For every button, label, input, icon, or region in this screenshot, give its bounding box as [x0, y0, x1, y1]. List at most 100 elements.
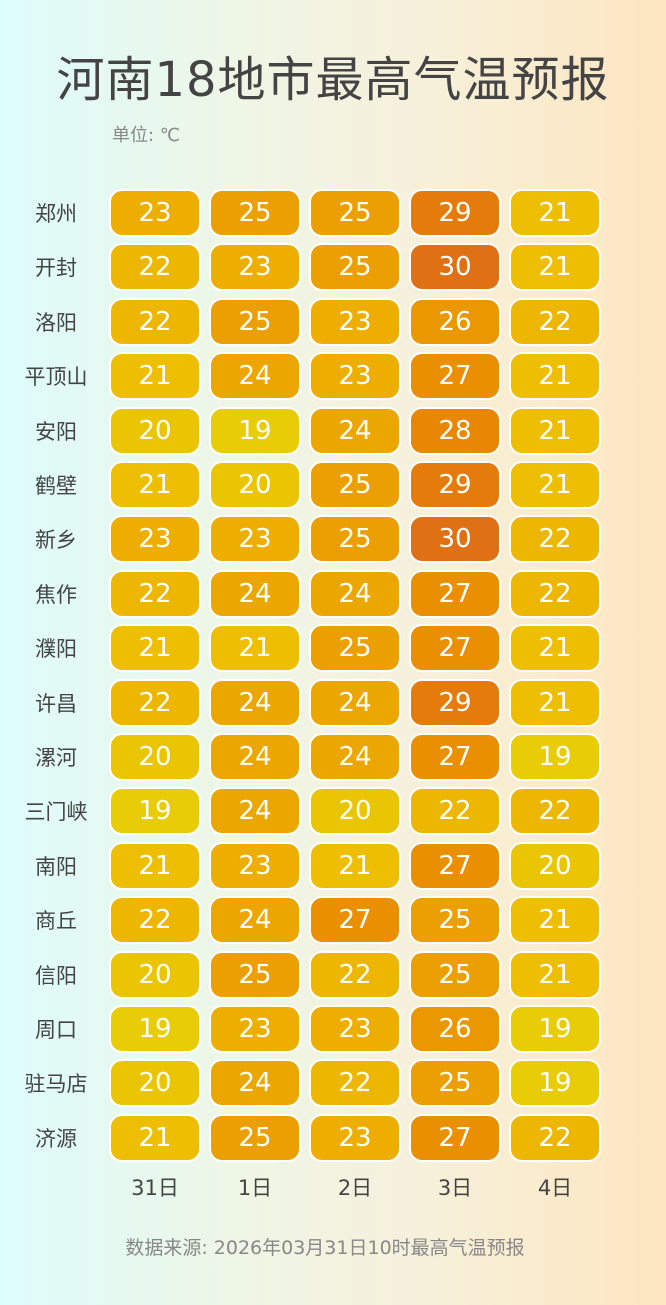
heatmap-cell: 19	[509, 733, 601, 781]
row-label: 洛阳	[35, 310, 77, 335]
heatmap-cell: 23	[309, 1113, 401, 1162]
heatmap-cell: 27	[409, 352, 501, 401]
heatmap-cell: 21	[509, 243, 601, 292]
heatmap-cell: 24	[309, 733, 401, 781]
heatmap-cell: 29	[409, 461, 501, 509]
column-label: 4日	[537, 1176, 573, 1200]
heatmap-cell: 20	[309, 787, 401, 836]
column-label: 1日	[237, 1176, 273, 1200]
data-source: 数据来源: 2026年03月31日10时最高气温预报	[125, 1237, 525, 1259]
heatmap-cell: 20	[109, 950, 201, 999]
heatmap-cell: 27	[409, 624, 501, 673]
heatmap-cell: 21	[509, 678, 601, 727]
heatmap-cell: 21	[109, 352, 201, 401]
heatmap-cell: 21	[309, 841, 401, 890]
column-label: 31日	[131, 1176, 179, 1200]
heatmap-cell: 21	[109, 461, 201, 509]
heatmap-cell: 22	[509, 787, 601, 836]
heatmap-cell: 19	[209, 406, 301, 455]
row-label: 焦作	[35, 582, 77, 607]
row-label: 南阳	[35, 854, 77, 879]
row-label: 安阳	[35, 419, 77, 444]
heatmap-cell: 27	[409, 733, 501, 781]
heatmap-cell: 22	[309, 1059, 401, 1108]
heatmap-cell: 22	[109, 896, 201, 945]
heatmap-cell: 23	[109, 189, 201, 237]
row-label: 许昌	[35, 691, 77, 716]
heatmap-cell: 24	[209, 569, 301, 618]
heatmap-cell: 21	[509, 406, 601, 455]
heatmap-cell: 20	[209, 461, 301, 509]
heatmap-cell: 27	[409, 841, 501, 890]
row-label: 开封	[35, 256, 77, 281]
heatmap-cell: 29	[409, 678, 501, 727]
heatmap-cell: 22	[309, 950, 401, 999]
chart-title: 河南18地市最高气温预报	[56, 52, 610, 108]
heatmap-cell: 20	[109, 406, 201, 455]
heatmap-cell: 19	[509, 1059, 601, 1108]
heatmap-cell: 27	[309, 896, 401, 945]
heatmap-cell: 25	[409, 1059, 501, 1108]
heatmap-cell: 23	[209, 515, 301, 564]
heatmap-cell: 25	[309, 189, 401, 237]
row-label: 濮阳	[35, 637, 77, 662]
heatmap-cell: 22	[509, 297, 601, 346]
heatmap-cell: 22	[109, 569, 201, 618]
heatmap-cell: 19	[109, 787, 201, 836]
row-label: 信阳	[35, 963, 77, 988]
heatmap-cell: 20	[509, 841, 601, 890]
row-label: 鹤壁	[35, 474, 77, 498]
heatmap-cell: 25	[209, 1113, 301, 1162]
heatmap-cell: 26	[409, 297, 501, 346]
heatmap-cell: 21	[109, 841, 201, 890]
heatmap-cell: 25	[309, 515, 401, 564]
heatmap-cell: 21	[509, 352, 601, 401]
heatmap-cell: 25	[409, 896, 501, 945]
heatmap-cell: 24	[209, 352, 301, 401]
heatmap-cell: 24	[209, 1059, 301, 1108]
heatmap-cell: 21	[509, 950, 601, 999]
heatmap-cell: 24	[309, 406, 401, 455]
heatmap-cell: 21	[209, 624, 301, 673]
heatmap-cell: 23	[209, 841, 301, 890]
heatmap-cell: 22	[409, 787, 501, 836]
row-label: 商丘	[35, 909, 77, 934]
heatmap-cell: 26	[409, 1005, 501, 1053]
heatmap-cell: 22	[109, 678, 201, 727]
heatmap-cell: 22	[509, 515, 601, 564]
heatmap-cell: 21	[109, 1113, 201, 1162]
heatmap-cell: 27	[409, 569, 501, 618]
unit-label: 单位: ℃	[112, 125, 181, 146]
heatmap-cell: 21	[109, 624, 201, 673]
heatmap-cell: 25	[309, 624, 401, 673]
column-label: 3日	[437, 1176, 473, 1200]
row-label: 济源	[35, 1126, 77, 1151]
heatmap-cell: 24	[309, 678, 401, 727]
row-label: 三门峡	[24, 800, 88, 825]
heatmap-cell: 22	[509, 1113, 601, 1162]
heatmap-cell: 19	[109, 1005, 201, 1053]
heatmap-cell: 22	[509, 569, 601, 618]
heatmap-cell: 30	[409, 515, 501, 564]
row-label: 郑州	[35, 202, 77, 226]
column-label: 2日	[337, 1176, 373, 1200]
heatmap-cell: 25	[209, 297, 301, 346]
heatmap-cell: 21	[509, 189, 601, 237]
heatmap-cell: 24	[209, 896, 301, 945]
heatmap-cell: 27	[409, 1113, 501, 1162]
heatmap-cell: 24	[209, 733, 301, 781]
heatmap-cell: 23	[309, 352, 401, 401]
heatmap-cell: 19	[509, 1005, 601, 1053]
heatmap-cell: 20	[109, 1059, 201, 1108]
heatmap-cell: 25	[209, 189, 301, 237]
heatmap-cell: 24	[309, 569, 401, 618]
row-label: 驻马店	[24, 1072, 88, 1097]
heatmap-cell: 21	[509, 896, 601, 945]
heatmap-cell: 25	[309, 461, 401, 509]
heatmap-cell: 25	[209, 950, 301, 999]
heatmap-cell: 22	[109, 297, 201, 346]
row-label: 周口	[35, 1018, 77, 1042]
heatmap-cell: 21	[509, 461, 601, 509]
heatmap-cell: 25	[409, 950, 501, 999]
heatmap-cell: 23	[309, 297, 401, 346]
